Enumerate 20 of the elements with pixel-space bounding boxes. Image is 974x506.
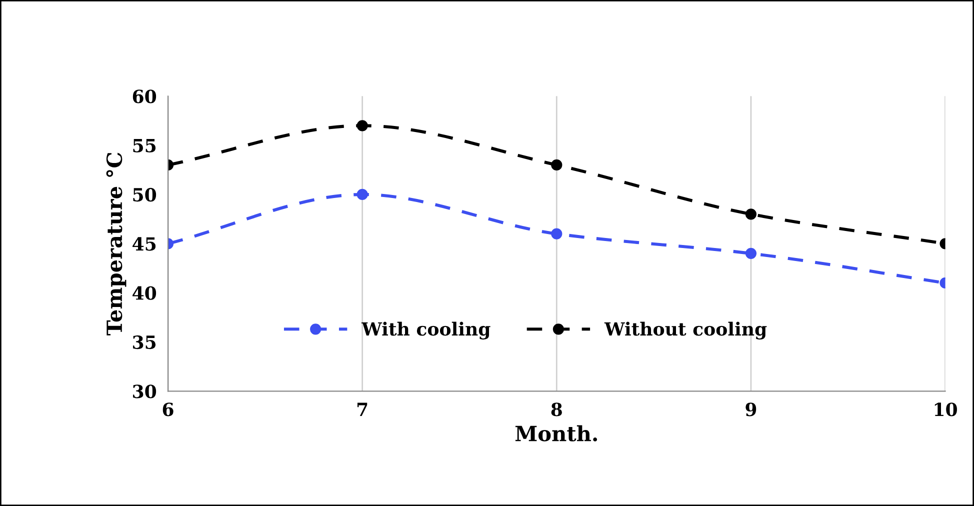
- y-tick-label: 60: [132, 90, 156, 104]
- y-tick-label: 50: [133, 188, 156, 202]
- x-tick-label: 7: [357, 402, 368, 416]
- legend-label: Without cooling: [604, 322, 767, 340]
- y-tick-label: 30: [133, 384, 156, 398]
- point: [551, 159, 562, 171]
- y-tick-label: 35: [133, 335, 156, 350]
- x-axis-title: Month.: [515, 425, 598, 442]
- y-tick-label: 45: [132, 237, 156, 251]
- y-tick-label: 40: [132, 286, 156, 300]
- point: [745, 208, 757, 220]
- x-tick-label: 6: [162, 402, 174, 416]
- y-tick-label: 55: [133, 139, 156, 152]
- y-axis-title: Temperature °C: [106, 152, 126, 336]
- point: [745, 248, 757, 260]
- point: [551, 228, 562, 240]
- legend-label: With cooling: [361, 322, 490, 340]
- x-tick-label: 10: [934, 402, 957, 416]
- x-tick-label: 8: [551, 402, 562, 416]
- x-tick-label: 9: [746, 402, 756, 416]
